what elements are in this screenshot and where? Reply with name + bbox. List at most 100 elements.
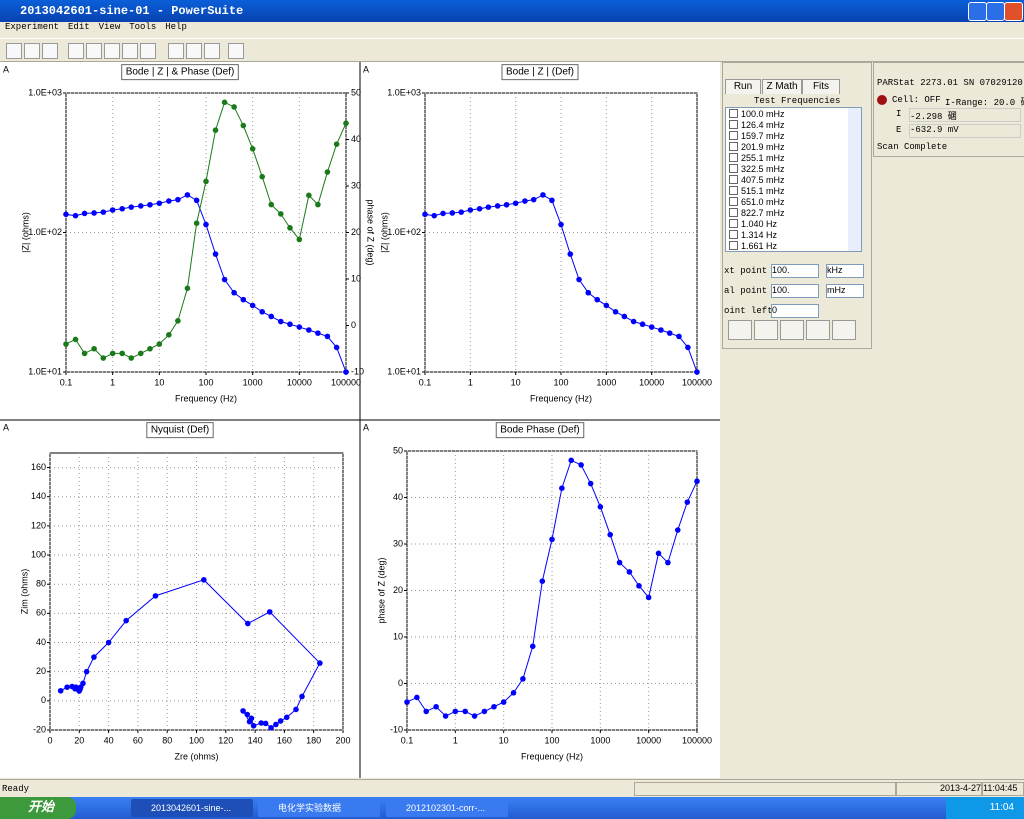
- data-point: [287, 225, 293, 231]
- menu-item[interactable]: Experiment: [5, 22, 59, 32]
- menu-item[interactable]: View: [99, 22, 121, 32]
- tab[interactable]: Fits: [802, 79, 840, 94]
- frequency-list[interactable]: 100.0 mHz126.4 mHz159.7 mHz201.9 mHz255.…: [725, 107, 862, 252]
- field-input[interactable]: 0: [771, 304, 819, 318]
- list-item[interactable]: 159.7 mHz: [729, 131, 785, 141]
- expand-icon[interactable]: [729, 131, 738, 140]
- list-item[interactable]: 255.1 mHz: [729, 153, 785, 163]
- toolbar-button[interactable]: [6, 43, 22, 59]
- data-point: [627, 569, 633, 575]
- scrollbar[interactable]: [848, 108, 861, 251]
- close-button[interactable]: [1004, 2, 1023, 21]
- field-input[interactable]: 100.: [771, 264, 819, 278]
- tab[interactable]: Z Math: [762, 79, 802, 94]
- list-item[interactable]: 322.5 mHz: [729, 164, 785, 174]
- list-item[interactable]: 100.0 mHz: [729, 109, 785, 119]
- task-button[interactable]: 2012102301-corr-...: [386, 799, 508, 817]
- chart-area: ABode | Z | & Phase (Def)0.1110100100010…: [0, 62, 720, 778]
- cell-state: Cell: OFF: [892, 95, 941, 105]
- list-item[interactable]: 1.314 Hz: [729, 230, 777, 240]
- expand-icon[interactable]: [729, 230, 738, 239]
- pause-button[interactable]: [780, 320, 804, 340]
- maximize-button[interactable]: [986, 2, 1005, 21]
- list-item[interactable]: 1.040 Hz: [729, 219, 777, 229]
- y2-tick-label: 0: [351, 320, 356, 330]
- skip-button[interactable]: [806, 320, 830, 340]
- data-point: [531, 197, 537, 203]
- y-axis-label: phase of Z (deg): [376, 557, 386, 623]
- tab[interactable]: Run: [725, 79, 761, 94]
- list-item[interactable]: 515.1 mHz: [729, 186, 785, 196]
- data-point: [491, 704, 497, 710]
- data-point: [549, 537, 555, 543]
- list-item[interactable]: 822.7 mHz: [729, 208, 785, 218]
- data-point: [486, 204, 492, 210]
- data-point: [549, 198, 555, 204]
- expand-icon[interactable]: [729, 120, 738, 129]
- corner-label: A: [363, 422, 369, 432]
- toolbar-button[interactable]: [140, 43, 156, 59]
- expand-icon[interactable]: [729, 175, 738, 184]
- toolbar-button[interactable]: [228, 43, 244, 59]
- menu-item[interactable]: Help: [165, 22, 187, 32]
- expand-icon[interactable]: [729, 164, 738, 173]
- reverse-button[interactable]: [832, 320, 856, 340]
- minimize-button[interactable]: [968, 2, 987, 21]
- toolbar-button[interactable]: [68, 43, 84, 59]
- menu-item[interactable]: Tools: [129, 22, 156, 32]
- stop-button[interactable]: [754, 320, 778, 340]
- toolbar-button[interactable]: [42, 43, 58, 59]
- y-tick-label: 20: [393, 585, 403, 595]
- toolbar-button[interactable]: [104, 43, 120, 59]
- unit-select[interactable]: mHz: [826, 284, 864, 298]
- toolbar-button[interactable]: [122, 43, 138, 59]
- y-tick-label: -20: [33, 724, 46, 734]
- list-item[interactable]: 126.4 mHz: [729, 120, 785, 130]
- task-button[interactable]: 电化学实验数据: [258, 799, 380, 817]
- expand-icon[interactable]: [729, 109, 738, 118]
- start-button[interactable]: 开始: [0, 797, 76, 819]
- run-button[interactable]: [728, 320, 752, 340]
- y-tick-label: 1.0E+03: [28, 87, 62, 97]
- data-point: [511, 690, 517, 696]
- list-item[interactable]: 407.5 mHz: [729, 175, 785, 185]
- list-item[interactable]: 651.0 mHz: [729, 197, 785, 207]
- expand-icon[interactable]: [729, 197, 738, 206]
- expand-icon[interactable]: [729, 186, 738, 195]
- expand-icon[interactable]: [729, 142, 738, 151]
- x-tick-label: 80: [162, 735, 172, 745]
- toolbar-button[interactable]: [186, 43, 202, 59]
- data-point: [249, 716, 255, 722]
- data-point: [414, 695, 420, 701]
- menu-item[interactable]: Edit: [68, 22, 90, 32]
- data-point: [245, 621, 251, 627]
- field-input[interactable]: 100.: [771, 284, 819, 298]
- task-button[interactable]: 2013042601-sine-...: [131, 799, 253, 817]
- toolbar-button[interactable]: [24, 43, 40, 59]
- data-point: [453, 709, 459, 715]
- data-point: [82, 211, 88, 217]
- data-point: [128, 204, 134, 210]
- expand-icon[interactable]: [729, 208, 738, 217]
- data-point: [101, 355, 107, 361]
- toolbar-button[interactable]: [204, 43, 220, 59]
- x-axis-label: Frequency (Hz): [521, 751, 583, 761]
- data-point: [458, 209, 464, 215]
- data-point: [440, 211, 446, 217]
- status-date: 2013-4-27: [896, 782, 982, 796]
- list-item[interactable]: 1.661 Hz: [729, 241, 777, 251]
- y-tick-label: 100: [31, 549, 46, 559]
- list-item[interactable]: 201.9 mHz: [729, 142, 785, 152]
- list-item-text: 1.040 Hz: [741, 219, 777, 229]
- expand-icon[interactable]: [729, 241, 738, 250]
- unit-select[interactable]: kHz: [826, 264, 864, 278]
- expand-icon[interactable]: [729, 219, 738, 228]
- toolbar-button[interactable]: [168, 43, 184, 59]
- expand-icon[interactable]: [729, 153, 738, 162]
- y2-tick-label: 20: [351, 227, 361, 237]
- data-point: [203, 222, 209, 228]
- data-point: [73, 337, 79, 343]
- data-point: [334, 345, 340, 351]
- data-point: [251, 723, 257, 729]
- toolbar-button[interactable]: [86, 43, 102, 59]
